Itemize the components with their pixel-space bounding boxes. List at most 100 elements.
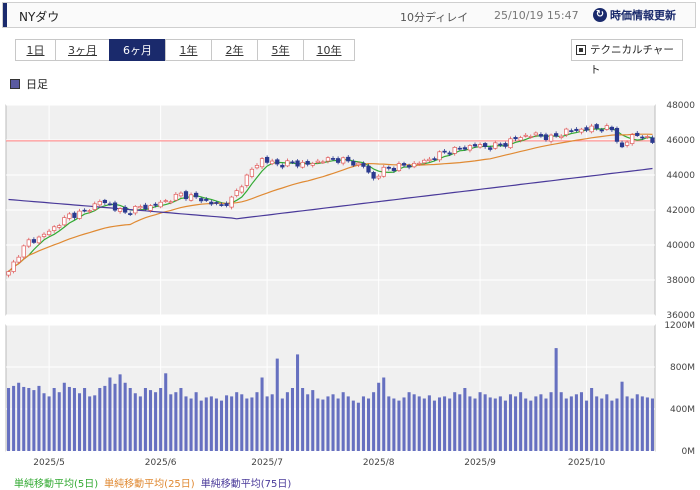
- volume-bar: [93, 395, 97, 451]
- candle-body: [92, 203, 97, 210]
- tab-10y[interactable]: 10年: [303, 39, 355, 61]
- header-accent-bar: [3, 3, 7, 27]
- volume-bars: [7, 348, 654, 451]
- tab-2y[interactable]: 2年: [211, 39, 258, 61]
- legend-ma75: 単純移動平均(75日): [200, 479, 292, 490]
- price-volume-chart: 36000 38000 40000 42000 44000 46000 48000 0M 400…: [5, 101, 695, 468]
- candle-body: [417, 162, 422, 165]
- candle-body: [315, 160, 320, 163]
- candle-body: [270, 160, 275, 165]
- volume-bar: [12, 385, 16, 451]
- volume-bar: [250, 397, 254, 451]
- volume-bar: [524, 398, 528, 451]
- candle-body: [604, 125, 609, 130]
- candle-body: [589, 125, 594, 133]
- volume-bar: [118, 374, 122, 451]
- candle-body: [41, 233, 47, 237]
- volume-bar: [72, 388, 76, 451]
- candle-body: [264, 156, 270, 163]
- volume-bar: [225, 395, 229, 451]
- volume-bar: [625, 396, 629, 451]
- volume-bar: [483, 394, 487, 451]
- tab-1y[interactable]: 1年: [165, 39, 212, 61]
- volume-bar: [255, 392, 259, 451]
- volume-bar: [574, 394, 578, 451]
- price-tick-label: 46000: [666, 136, 695, 146]
- candle-body: [209, 201, 214, 205]
- refresh-icon: ↻: [593, 8, 607, 22]
- x-tick-label: 2025/6: [145, 458, 177, 468]
- volume-bar: [412, 394, 416, 451]
- candle-body: [290, 161, 295, 164]
- volume-bar: [630, 398, 634, 451]
- legend-ma25: 単純移動平均(25日): [104, 479, 195, 490]
- volume-bar: [88, 396, 92, 451]
- volume-bar: [265, 396, 269, 451]
- candle-body: [508, 138, 513, 149]
- candle-body: [148, 205, 153, 211]
- volume-bar: [387, 396, 391, 451]
- volume-bar: [214, 398, 218, 451]
- volume-tick-label: 1200M: [664, 321, 695, 331]
- candle-body: [386, 166, 391, 169]
- volume-bar: [326, 396, 330, 451]
- volume-bar: [133, 393, 137, 451]
- candle-body: [381, 166, 386, 177]
- candle-body: [401, 163, 407, 166]
- candle-body: [493, 142, 498, 149]
- candle-body: [477, 144, 483, 148]
- candles: [6, 123, 655, 278]
- volume-bar: [544, 398, 548, 451]
- volume-bar: [529, 400, 533, 451]
- volume-bar: [356, 402, 360, 451]
- candle-body: [330, 158, 336, 160]
- candle-type-icon: [10, 79, 20, 89]
- volume-bar: [128, 388, 132, 451]
- candle-body: [234, 190, 239, 196]
- volume-bar: [154, 392, 158, 451]
- candle-body: [133, 206, 138, 214]
- volume-bar: [174, 392, 178, 451]
- chart-window-icon: [576, 45, 586, 55]
- candle-body: [619, 142, 625, 148]
- candle-body: [143, 204, 148, 210]
- candle-body: [67, 213, 72, 219]
- candle-body: [224, 203, 229, 206]
- candle-body: [640, 136, 645, 139]
- candle-body: [11, 261, 16, 272]
- candle-body: [239, 186, 244, 193]
- candle-body: [341, 157, 346, 164]
- candle-body: [548, 134, 554, 142]
- tab-6m[interactable]: 6ヶ月: [109, 39, 166, 61]
- candle-body: [422, 159, 427, 164]
- tab-5y[interactable]: 5年: [257, 39, 304, 61]
- volume-bar: [554, 348, 558, 451]
- candle-body: [442, 150, 447, 153]
- candle-body: [432, 158, 437, 160]
- candle-body: [574, 128, 579, 131]
- volume-bar: [351, 400, 355, 451]
- candle-body: [513, 137, 518, 140]
- candle-body: [564, 128, 569, 136]
- candle-body: [219, 204, 224, 206]
- candle-body: [300, 161, 305, 168]
- volume-bar: [331, 394, 335, 451]
- volume-bar: [17, 382, 21, 451]
- volume-bar: [367, 398, 371, 451]
- candle-body: [153, 203, 158, 206]
- ma25-line: [8, 133, 653, 273]
- tab-3m[interactable]: 3ヶ月: [55, 39, 110, 61]
- volume-bar: [417, 396, 421, 451]
- volume-bar: [595, 396, 599, 451]
- realtime-update-button[interactable]: ↻ 時価情報更新: [593, 6, 676, 24]
- candle-body: [259, 158, 265, 168]
- candle-body: [46, 230, 52, 236]
- technical-chart-button[interactable]: テクニカルチャート: [571, 39, 683, 76]
- candle-body: [128, 213, 133, 215]
- tab-1d[interactable]: 1日: [15, 39, 56, 61]
- candle-body: [609, 126, 615, 131]
- volume-bar: [169, 394, 173, 451]
- candle-body: [503, 143, 508, 147]
- volume-bar: [7, 388, 11, 451]
- volume-bar: [164, 373, 168, 451]
